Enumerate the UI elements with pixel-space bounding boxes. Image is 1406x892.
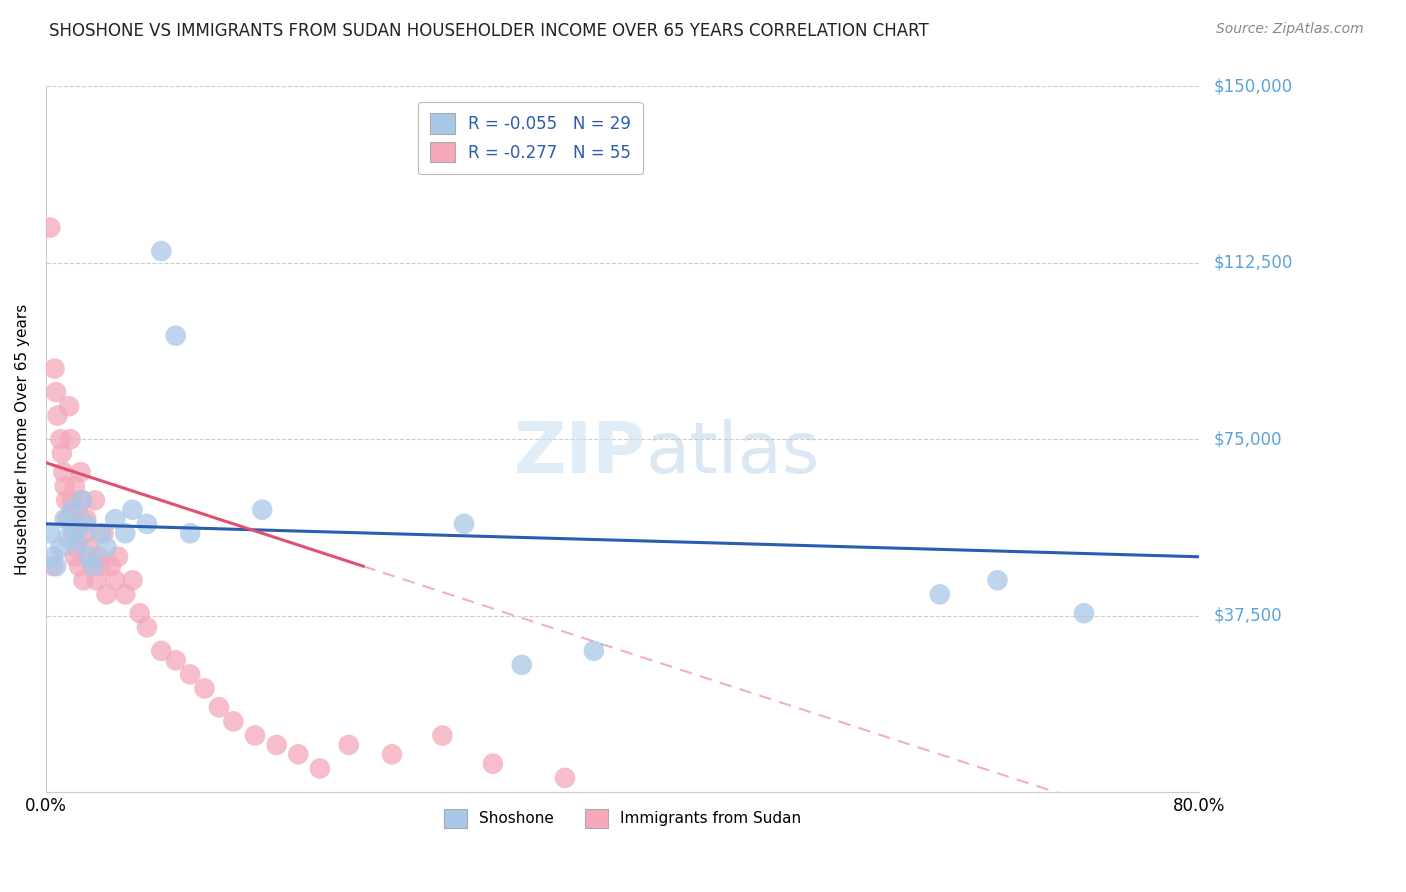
Text: atlas: atlas (645, 419, 820, 488)
Point (114, 526, 136, 541)
Point (84, 493, 107, 508)
Text: ZIP: ZIP (513, 419, 645, 488)
Point (150, 244, 173, 258)
Point (63, 479, 86, 493)
Point (63, 549, 86, 564)
Point (90, 526, 112, 541)
Point (222, 714, 245, 729)
Point (49, 432, 72, 446)
Point (381, 747, 404, 762)
Point (42, 559, 65, 574)
Point (53, 512, 76, 526)
Point (121, 502, 143, 516)
Point (252, 502, 274, 516)
Point (53, 479, 76, 493)
Point (82, 559, 104, 574)
Point (179, 526, 201, 541)
Point (114, 587, 136, 601)
Point (179, 667, 201, 681)
Point (66, 502, 89, 516)
Point (65, 541, 87, 555)
Point (208, 700, 231, 714)
Point (52, 465, 75, 479)
Point (59, 432, 82, 446)
Point (432, 729, 454, 743)
Point (51, 446, 73, 460)
Point (150, 644, 173, 658)
Text: $37,500: $37,500 (1213, 607, 1282, 624)
Point (42, 549, 65, 564)
Point (63, 522, 86, 536)
Text: $112,500: $112,500 (1213, 254, 1292, 272)
Point (96, 541, 118, 555)
Point (70, 493, 93, 508)
Point (45, 559, 67, 574)
Point (1073, 606, 1095, 620)
Point (104, 512, 127, 526)
Point (128, 606, 150, 620)
Point (107, 549, 129, 564)
Point (83, 559, 105, 574)
Point (100, 559, 122, 574)
Point (554, 771, 576, 785)
Point (73, 526, 96, 541)
Point (287, 747, 309, 762)
Point (67, 559, 90, 574)
Point (89, 549, 111, 564)
Point (121, 574, 143, 588)
Point (39, 220, 62, 235)
Point (165, 328, 187, 343)
Point (986, 574, 1008, 588)
Point (70, 493, 93, 508)
Point (135, 516, 157, 531)
Point (77, 541, 100, 555)
Point (309, 761, 332, 775)
Legend: Shoshone, Immigrants from Sudan: Shoshone, Immigrants from Sudan (439, 803, 807, 834)
Point (56, 512, 79, 526)
Point (56, 531, 79, 545)
Point (93, 526, 115, 541)
Point (72, 574, 94, 588)
Text: Source: ZipAtlas.com: Source: ZipAtlas.com (1216, 22, 1364, 37)
Point (193, 681, 215, 696)
Text: SHOSHONE VS IMMIGRANTS FROM SUDAN HOUSEHOLDER INCOME OVER 65 YEARS CORRELATION C: SHOSHONE VS IMMIGRANTS FROM SUDAN HOUSEH… (49, 22, 929, 40)
Point (45, 385, 67, 400)
Point (135, 620, 157, 634)
Point (266, 738, 288, 752)
Point (453, 516, 475, 531)
Point (60, 493, 83, 508)
Point (582, 644, 605, 658)
Point (510, 657, 533, 672)
Point (928, 587, 950, 601)
Text: $150,000: $150,000 (1213, 78, 1292, 95)
Point (58, 399, 80, 413)
Point (66, 535, 89, 549)
Point (39, 526, 62, 541)
Point (337, 738, 360, 752)
Point (104, 574, 127, 588)
Point (165, 653, 187, 667)
Point (77, 549, 100, 564)
Text: $75,000: $75,000 (1213, 430, 1282, 448)
Point (69, 465, 91, 479)
Point (75, 516, 97, 531)
Point (96, 587, 118, 601)
Point (55, 493, 77, 508)
Point (86, 574, 108, 588)
Point (75, 512, 97, 526)
Point (62, 526, 84, 541)
Point (482, 756, 505, 771)
Point (46, 409, 69, 423)
Point (90, 559, 112, 574)
Point (60, 502, 83, 516)
Point (44, 361, 66, 376)
Point (243, 729, 266, 743)
Point (49, 541, 72, 555)
Y-axis label: Householder Income Over 65 years: Householder Income Over 65 years (15, 303, 30, 574)
